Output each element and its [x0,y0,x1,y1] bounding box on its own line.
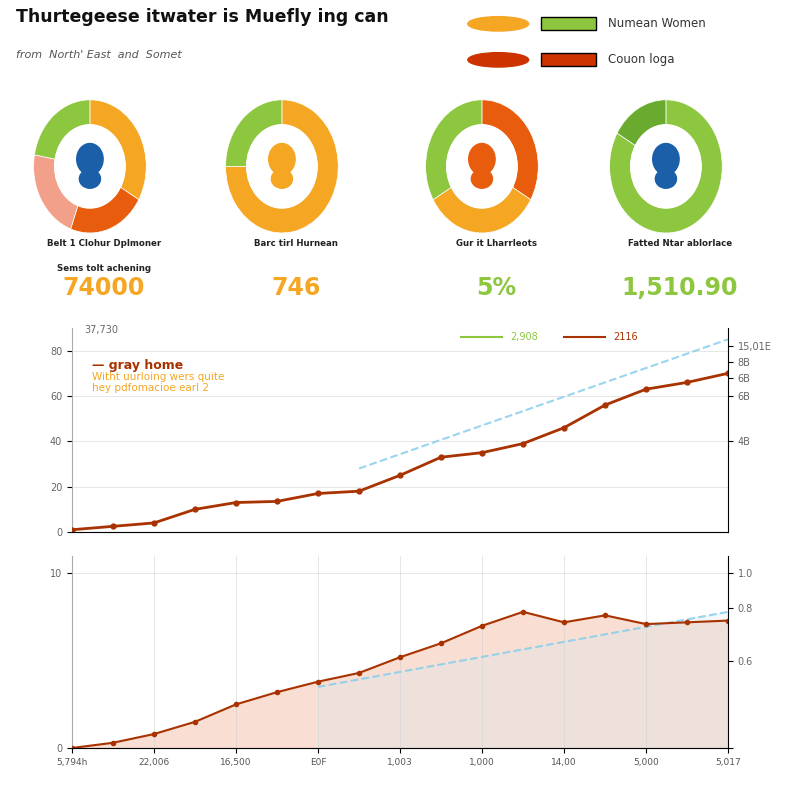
Wedge shape [617,100,666,146]
Wedge shape [70,187,138,233]
Circle shape [269,143,295,174]
Wedge shape [90,100,146,200]
Text: Couon loga: Couon loga [608,54,674,66]
Text: Witht uurloing wers quite
hey pdfomacioe earl 2: Witht uurloing wers quite hey pdfomacioe… [93,372,225,394]
Text: Thurtegeese itwater is Muefly ing can: Thurtegeese itwater is Muefly ing can [16,8,389,26]
Wedge shape [433,187,530,233]
Circle shape [446,125,517,208]
Circle shape [468,17,529,31]
Wedge shape [226,100,338,233]
Ellipse shape [79,170,101,188]
Circle shape [469,143,495,174]
Text: Sems tolt achening: Sems tolt achening [57,264,151,273]
Text: 74000: 74000 [63,275,145,299]
Wedge shape [34,155,78,229]
Text: 2,908: 2,908 [510,332,538,342]
Text: — gray home: — gray home [93,358,184,372]
Ellipse shape [655,170,677,188]
Wedge shape [610,100,722,233]
Circle shape [77,143,103,174]
Text: Barc tirl Hurnean: Barc tirl Hurnean [254,239,338,248]
Ellipse shape [271,170,293,188]
Wedge shape [426,100,482,200]
Text: Gur it Lharrleots: Gur it Lharrleots [455,239,537,248]
Wedge shape [34,100,90,159]
Circle shape [54,125,125,208]
Text: Numean Women: Numean Women [608,18,706,30]
Circle shape [468,53,529,67]
Text: from  North' East  and  Somet: from North' East and Somet [16,50,182,60]
Text: 1,510.90: 1,510.90 [622,275,738,299]
Text: 5%: 5% [476,275,516,299]
Wedge shape [482,100,538,200]
Circle shape [653,143,679,174]
Text: Fatted Ntar ablorlace: Fatted Ntar ablorlace [628,239,732,248]
FancyBboxPatch shape [541,54,595,66]
FancyBboxPatch shape [541,18,595,30]
Text: Belt 1 Clohur Dplmoner: Belt 1 Clohur Dplmoner [47,239,161,248]
Text: 2116: 2116 [613,332,638,342]
Text: 37,730: 37,730 [84,325,118,334]
Circle shape [246,125,317,208]
Ellipse shape [471,170,493,188]
Circle shape [630,125,701,208]
Text: 746: 746 [271,275,321,299]
Wedge shape [226,100,282,166]
